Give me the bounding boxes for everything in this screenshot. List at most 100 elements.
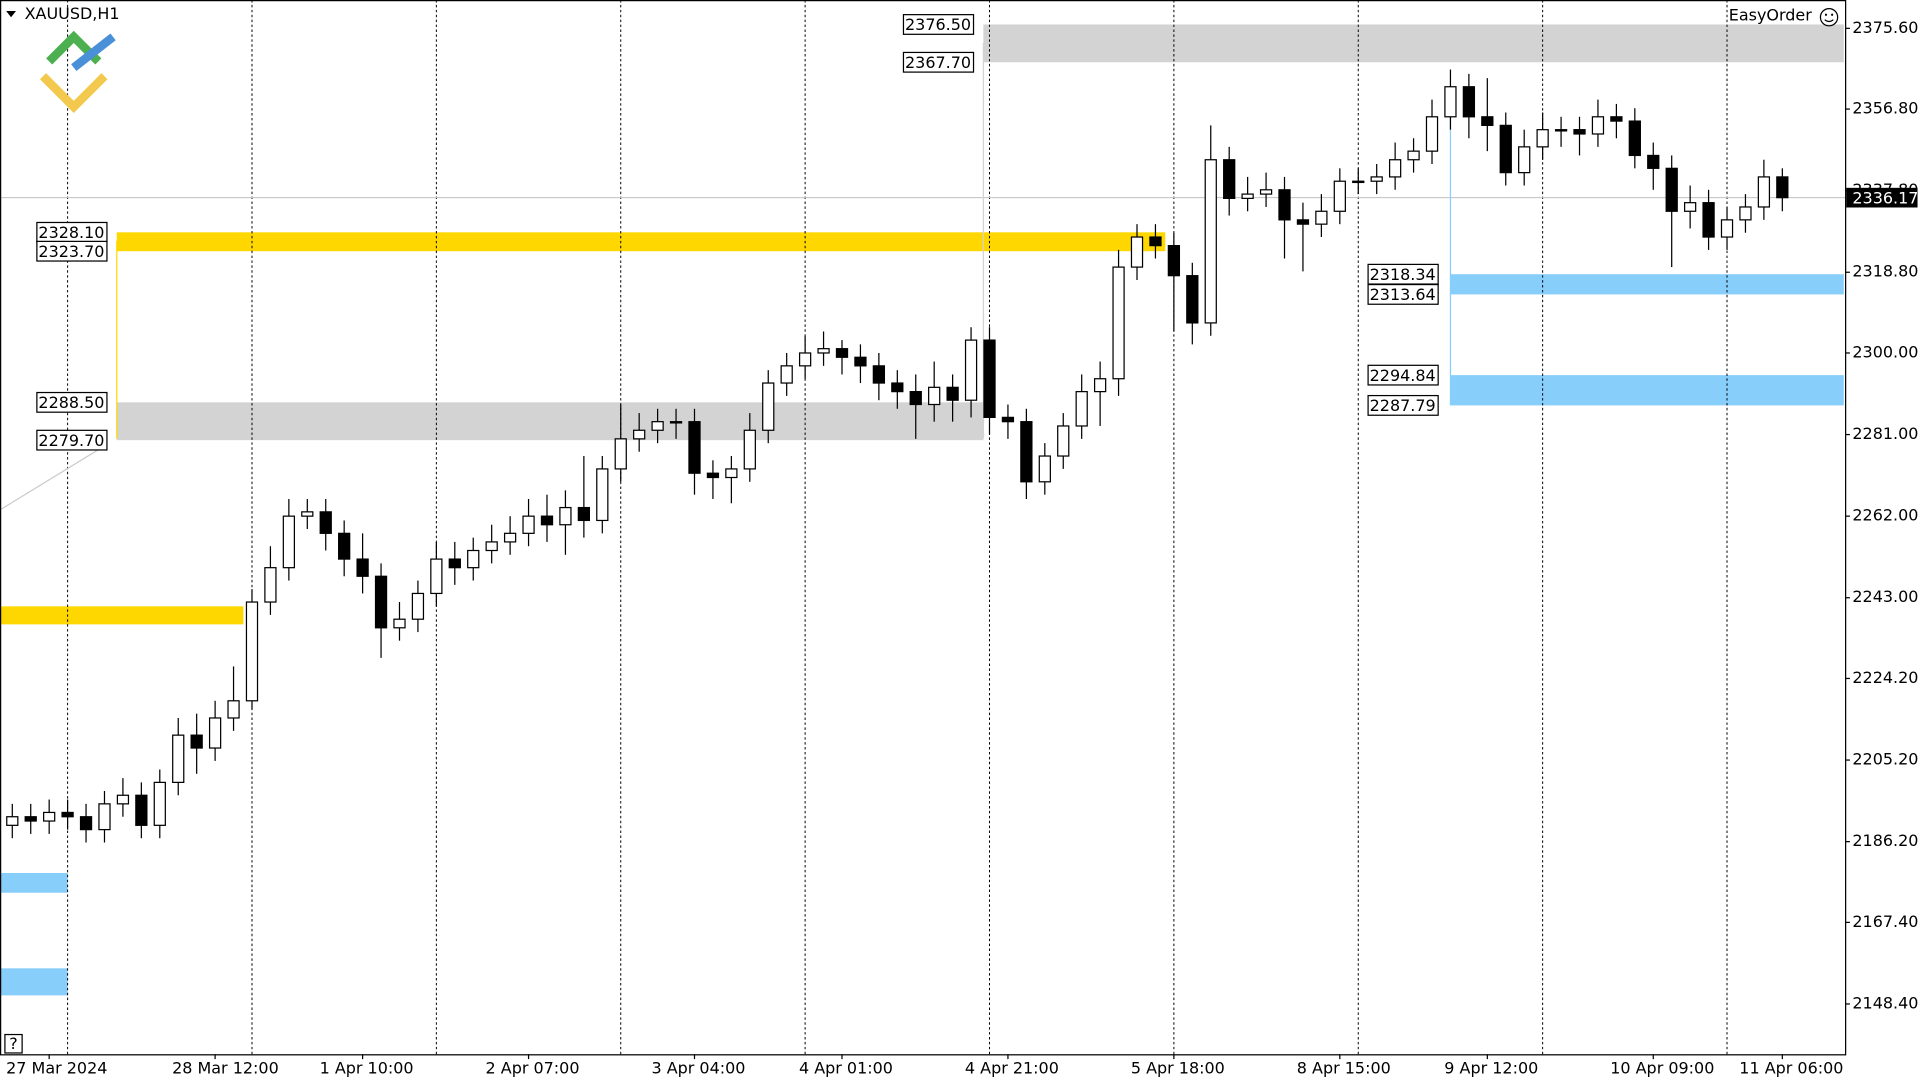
- x-tick-label: 1 Apr 10:00: [320, 1058, 414, 1077]
- zones: [0, 24, 1844, 996]
- candle-body: [964, 339, 978, 401]
- candle-body: [411, 592, 425, 620]
- zone-label: 2376.50: [905, 15, 971, 34]
- candle-body: [1757, 176, 1771, 208]
- candle-body: [208, 717, 222, 749]
- candle-body: [891, 382, 904, 393]
- logo: [39, 30, 116, 113]
- candle-body: [467, 549, 480, 569]
- candle-body: [577, 506, 591, 522]
- candle-body: [1296, 219, 1310, 225]
- x-axis: 27 Mar 2024 28 Mar 12:00 1 Apr 10:00 2 Apr …: [6, 1054, 1843, 1077]
- candle-body: [983, 339, 996, 418]
- candle-body: [227, 700, 240, 719]
- candle-body: [1241, 193, 1254, 200]
- trend-line: [0, 449, 99, 511]
- last-price-label: 2336.17: [1852, 188, 1918, 207]
- candle-body: [854, 356, 867, 367]
- candle-body: [540, 515, 554, 526]
- help-label: ?: [9, 1034, 17, 1053]
- candle-body: [1093, 378, 1107, 393]
- help-button[interactable]: [4, 1033, 23, 1054]
- candle-body: [1352, 180, 1365, 184]
- candle-body: [798, 352, 812, 367]
- x-tick-label: 11 Apr 06:00: [1739, 1058, 1843, 1077]
- candle-body: [1702, 202, 1715, 238]
- candle-body: [1407, 150, 1420, 161]
- candle-body: [1112, 266, 1125, 380]
- candle-body: [448, 558, 461, 569]
- zone-label: 2288.50: [38, 393, 104, 412]
- candle-body: [1518, 146, 1531, 174]
- candle-body: [1278, 189, 1291, 221]
- candle-body: [1130, 236, 1144, 268]
- smiley: [1819, 7, 1839, 27]
- candle-body: [817, 348, 830, 354]
- candles: [6, 69, 1789, 843]
- y-tick-label: 2375.60: [1852, 18, 1918, 37]
- candle-body: [338, 532, 351, 560]
- price-zone: [0, 872, 68, 893]
- candle-body: [1720, 219, 1734, 238]
- candle-body: [1610, 116, 1623, 122]
- candle-body: [633, 429, 646, 440]
- price-zone: [0, 968, 68, 996]
- candle-body: [1259, 189, 1273, 195]
- candle-body: [98, 803, 111, 831]
- y-tick-label: 2300.00: [1852, 342, 1918, 361]
- y-axis: 2375.602356.802337.802318.802300.002281.…: [1845, 18, 1918, 1012]
- chart-title: XAUUSD,H1: [25, 4, 120, 23]
- candle-body: [669, 421, 683, 424]
- x-tick-label: 9 Apr 12:00: [1444, 1058, 1538, 1077]
- candle-body: [116, 794, 130, 805]
- candle-body: [1370, 176, 1383, 182]
- price-zone: [983, 24, 1844, 63]
- candle-body: [559, 506, 572, 526]
- candle-body: [762, 382, 775, 431]
- zone-label: 2279.70: [38, 431, 104, 450]
- y-tick-label: 2224.20: [1852, 668, 1918, 687]
- candle-body: [1038, 455, 1051, 483]
- candle-body: [24, 816, 37, 822]
- plot-frame: [0, 0, 1847, 1056]
- candle-body: [1739, 206, 1752, 221]
- candle-body: [946, 386, 959, 401]
- zone-label: 2287.79: [1370, 396, 1436, 415]
- candle-body: [1665, 167, 1678, 212]
- candle-body: [1554, 129, 1568, 132]
- candle-body: [356, 558, 369, 577]
- zone-label: 2313.64: [1370, 285, 1436, 304]
- y-tick-label: 2243.00: [1852, 587, 1918, 606]
- candle-body: [393, 618, 406, 629]
- candle-body: [485, 541, 498, 552]
- candle-body: [301, 511, 314, 517]
- candle-body: [1315, 210, 1328, 225]
- menu-arrow[interactable]: [6, 11, 16, 18]
- x-tick-label: 10 Apr 09:00: [1610, 1058, 1714, 1077]
- candle-body: [1425, 116, 1439, 152]
- grid: [0, 0, 1846, 1055]
- candle-body: [1462, 86, 1476, 118]
- candle-body: [43, 811, 56, 822]
- candle-body: [1683, 202, 1697, 212]
- candle-body: [725, 468, 738, 479]
- zone-label: 2323.70: [38, 242, 104, 261]
- x-tick-label: 8 Apr 15:00: [1297, 1058, 1391, 1077]
- price-zone: [116, 402, 984, 441]
- y-tick-label: 2167.40: [1852, 912, 1918, 931]
- price-zone: [116, 232, 1166, 252]
- candle-body: [835, 348, 849, 358]
- candle-body: [374, 575, 388, 629]
- candle-body: [190, 734, 203, 749]
- candle-body: [1444, 86, 1457, 118]
- candle-body: [1591, 116, 1605, 135]
- candle-body: [1499, 124, 1512, 174]
- price-zone: [1450, 274, 1844, 295]
- x-tick-label: 28 Mar 12:00: [172, 1058, 279, 1077]
- candle-body: [430, 558, 443, 595]
- zone-label-box: [1367, 394, 1439, 416]
- candle-body: [61, 811, 74, 818]
